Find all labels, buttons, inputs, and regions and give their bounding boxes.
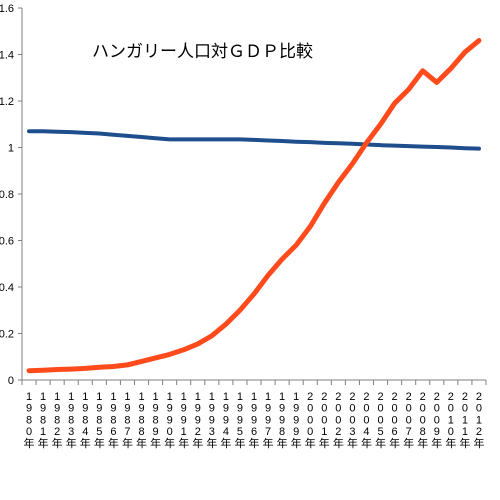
y-tick-label: 1.6 [0, 3, 14, 15]
y-tick-label: 0.8 [0, 189, 14, 201]
x-axis-ticks: 1 9 8 0 年1 9 8 1 年1 9 8 2 年1 9 8 3 年1 9 8 4 年1 9 8 5 年1 9 8 6 年1 9 8 7 年… [21, 380, 487, 450]
y-tick-label: 1 [8, 143, 14, 155]
y-axis-ticks: 0 0.2 0.4 0.6 0.8 1 1.2 1.4 1.6 [0, 3, 22, 387]
y-tick-label: 0.6 [0, 236, 14, 248]
y-tick-label: 0 [8, 375, 14, 387]
series-line-1 [27, 129, 481, 151]
plot-area [21, 8, 486, 381]
y-tick-label: 0.4 [0, 282, 14, 294]
y-tick-label: 1.2 [0, 96, 14, 108]
series-line-2 [26, 38, 482, 374]
y-tick-label: 0.2 [0, 329, 14, 341]
chart-title: ハンガリー人口対ＧＤＰ比較 [92, 42, 313, 62]
series-layer [26, 38, 482, 374]
y-tick-label: 1.4 [0, 50, 14, 62]
